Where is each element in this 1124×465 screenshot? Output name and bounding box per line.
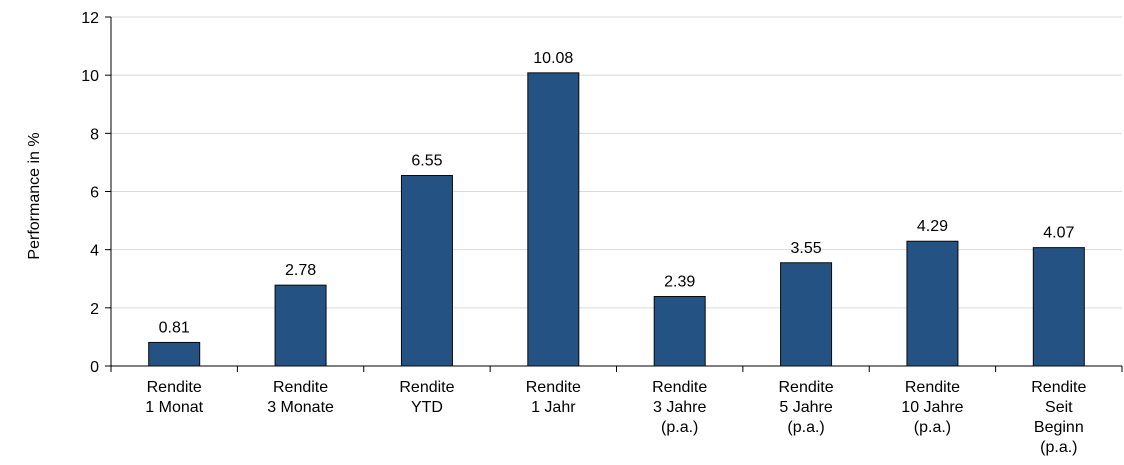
x-category-label-line: (p.a.) (914, 419, 951, 436)
y-tick-label: 2 (90, 301, 99, 318)
x-category-label: Rendite 1 Jahr (526, 379, 581, 416)
bar (780, 262, 833, 367)
bar (653, 295, 706, 367)
x-category-label-line: Rendite (652, 379, 707, 396)
bar (148, 341, 201, 367)
x-category-label-line: 10 Jahre (901, 399, 963, 416)
y-tick-label: 4 (90, 243, 99, 260)
x-category-label: Rendite 1 Monat (145, 379, 203, 416)
y-tick-label: 8 (90, 126, 99, 143)
data-label: 4.07 (1043, 225, 1074, 242)
x-category-label-line: Rendite (778, 379, 833, 396)
bar (906, 240, 959, 367)
y-tick-label: 6 (90, 185, 99, 202)
x-category-label: Rendite YTD (399, 379, 454, 416)
x-category-label-line: Rendite (147, 379, 202, 396)
x-category-label-line: Rendite (399, 379, 454, 396)
x-category-label: Rendite Seit Beginn (p.a.) (1031, 379, 1086, 456)
x-category-label-line: (p.a.) (787, 419, 824, 436)
data-label: 10.08 (533, 50, 573, 67)
x-category-label-line: Rendite (526, 379, 581, 396)
data-labels: 0.81 2.78 6.55 10.08 2.39 3.55 4.29 4.07 (159, 50, 1075, 337)
x-category-label-line: Rendite (1031, 379, 1086, 396)
x-category-label-line: 5 Jahre (779, 399, 832, 416)
data-label: 3.55 (790, 240, 821, 257)
x-category-label-line: 1 Monat (145, 399, 203, 416)
gridlines (111, 16, 1122, 309)
bar (400, 175, 453, 367)
y-tick-labels: 0 2 4 6 8 10 12 (81, 10, 99, 376)
y-axis-title: Performance in % (26, 132, 43, 259)
x-category-label-line: 3 Jahre (653, 399, 706, 416)
x-category-label-line: Rendite (905, 379, 960, 396)
x-category-label-line: Seit (1045, 399, 1073, 416)
y-tick-label: 10 (81, 68, 99, 85)
x-category-label-line: (p.a.) (1040, 439, 1077, 456)
bar (527, 72, 580, 367)
x-category-label-line: YTD (411, 399, 443, 416)
data-label: 4.29 (917, 218, 948, 235)
data-label: 2.39 (664, 273, 695, 290)
x-category-label: Rendite 3 Jahre (p.a.) (652, 379, 707, 436)
data-label: 2.78 (285, 262, 316, 279)
bar (274, 284, 327, 367)
x-category-label-line: Beginn (1034, 419, 1084, 436)
bars (148, 72, 1085, 367)
x-category-label: Rendite 5 Jahre (p.a.) (778, 379, 833, 436)
axes (105, 16, 1123, 372)
x-category-label-line: 3 Monate (267, 399, 334, 416)
x-category-label-line: 1 Jahr (531, 399, 576, 416)
x-category-label: Rendite 3 Monate (267, 379, 334, 416)
x-category-label-line: (p.a.) (661, 419, 698, 436)
x-category-label: Rendite 10 Jahre (p.a.) (901, 379, 963, 436)
y-tick-label: 0 (90, 359, 99, 376)
x-category-label-line: Rendite (273, 379, 328, 396)
data-label: 0.81 (159, 319, 190, 336)
bar (1032, 247, 1085, 367)
data-label: 6.55 (411, 153, 442, 170)
y-tick-label: 12 (81, 10, 99, 27)
